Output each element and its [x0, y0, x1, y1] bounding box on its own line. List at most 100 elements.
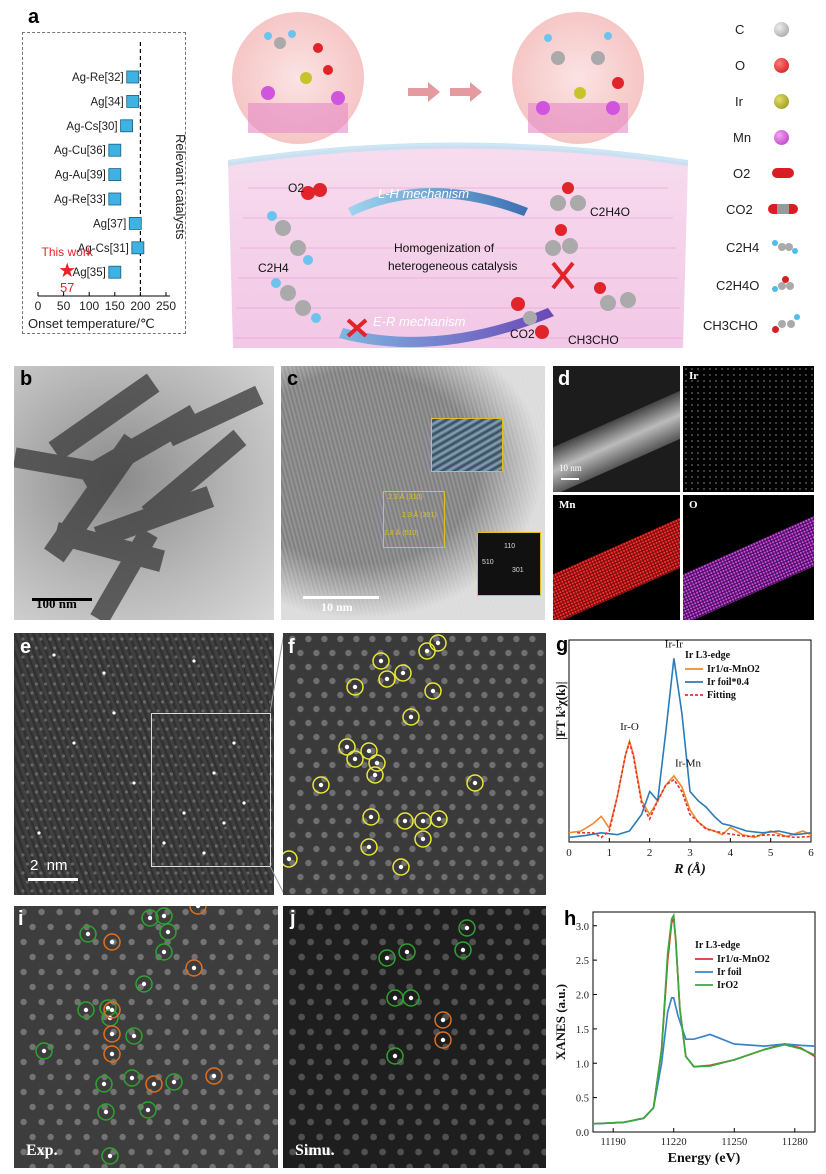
green-site-circle [402, 989, 420, 1007]
h-y-tick-label: 2.0 [576, 991, 589, 1002]
mechanism-schematic: L-H mechanism E-R mechanism Homogenizati… [228, 12, 688, 348]
co2-molecule [511, 297, 549, 339]
g-x-tick-label: 4 [728, 847, 734, 859]
panel-d-o-map: O [683, 495, 814, 620]
ch3cho-label: CH3CHO [568, 333, 619, 347]
h-x-tick-label: 11250 [721, 1137, 747, 1148]
green-site-circle [97, 1103, 115, 1121]
lh-arrow [348, 188, 528, 216]
h-legend-label: IrO2 [717, 980, 738, 991]
single-atom-circle [362, 808, 380, 826]
panel-c-hrtem-image: 2.3 Å (310) 2.3 Å (301) 1.8 Å (510) 110 … [281, 366, 545, 620]
orange-site-circle [205, 1067, 223, 1085]
legend-label-ch3cho: CH3CHO [703, 318, 758, 333]
panel-label-e: e [20, 636, 32, 658]
single-atom-circle [392, 858, 410, 876]
lh-label: L-H mechanism [378, 186, 469, 201]
h-legend-title: Ir L3-edge [695, 940, 741, 951]
panel-label-j: j [290, 908, 296, 930]
single-atom-circle [338, 738, 356, 756]
h-legend-label: Ir1/α-MnO2 [717, 954, 770, 965]
a-x-tick-label: 0 [35, 299, 42, 313]
h-y-tick-label: 0.5 [576, 1094, 589, 1105]
green-site-circle [458, 919, 476, 937]
lattice-label-3: 1.8 Å (510) [384, 530, 419, 537]
a-catalyst-label: Ag[37] [93, 218, 126, 230]
a-x-tick-label: 200 [130, 299, 150, 313]
single-atom-circle [466, 774, 484, 792]
fft-label-110: 110 [504, 543, 516, 550]
h-x-tick-label: 11280 [782, 1137, 808, 1148]
panel-c-scale: 10 nm [321, 600, 353, 614]
panel-a-frame [22, 32, 186, 334]
panel-label-c: c [287, 368, 299, 390]
g-x-axis-title: R (Å) [673, 861, 706, 877]
center-text-2: heterogeneous catalysis [388, 259, 517, 273]
single-atom-circle [360, 838, 378, 856]
h-frame [592, 911, 816, 1133]
green-site-circle [79, 925, 97, 943]
panel-label-i: i [18, 908, 24, 930]
a-catalyst-marker [108, 192, 122, 206]
a-catalyst-marker [126, 70, 140, 84]
a-catalyst-marker [131, 241, 145, 255]
mn-map-label: Mn [559, 499, 576, 511]
c2h4o-label: C2H4O [590, 205, 630, 219]
legend-swatch-ir [774, 94, 789, 109]
fft-label-301: 301 [512, 567, 524, 574]
co2-label: CO2 [510, 327, 535, 341]
fft-label-510: 510 [482, 559, 494, 566]
h-series-line-2 [592, 912, 816, 1125]
single-atom-circle [312, 776, 330, 794]
arrow-2 [450, 82, 482, 102]
green-site-circle [77, 1001, 95, 1019]
h-x-tick-label: 11220 [661, 1137, 687, 1148]
a-catalyst-label: Ag-Re[33] [54, 194, 106, 206]
a-catalyst-label: Ag[35] [73, 267, 106, 279]
er-arrow [339, 308, 554, 348]
lattice-label-1: 2.3 Å (310) [388, 494, 423, 501]
orange-site-circle [189, 906, 207, 915]
panel-d-scale: 10 nm [559, 463, 582, 473]
green-site-circle [159, 923, 177, 941]
g-x-tick-label: 5 [768, 847, 774, 859]
green-site-circle [95, 1075, 113, 1093]
legend-label-mn: Mn [733, 130, 752, 145]
orange-site-circle [434, 1011, 452, 1029]
panel-i-caption: Exp. [26, 1142, 58, 1159]
green-site-circle [125, 1027, 143, 1045]
a-catalyst-label: Ag-Au[39] [55, 170, 106, 182]
legend-label-o2: O2 [733, 166, 751, 181]
a-x-tick-label: 250 [156, 299, 176, 313]
c2h4-molecule-2 [271, 278, 321, 323]
panel-label-d: d [558, 368, 571, 390]
h-legend-label: Ir foil [717, 967, 742, 978]
panel-d-mn-map: Mn [553, 495, 680, 620]
single-atom-circle [366, 766, 384, 784]
green-site-circle [165, 1073, 183, 1091]
right-bubble-atoms [528, 32, 628, 133]
left-bubble-atoms [248, 30, 348, 133]
single-atom-circle [283, 850, 298, 868]
h-y-axis-title: XANES (a.u.) [553, 984, 568, 1060]
panel-j-simulated: Simu. [283, 906, 546, 1168]
legend-swatch-c2h4o [772, 276, 798, 292]
panel-label-g: g [556, 634, 569, 656]
center-text-1: Homogenization of [394, 241, 495, 255]
green-site-circle [398, 943, 416, 961]
a-catalyst-label: Ag-Cu[36] [54, 145, 106, 157]
panel-g-chart: 0 1 2 3 4 5 6 R (Å) |FT k³χ(k)| Ir-Ir Ir-O Ir-Mn Ir … [553, 638, 814, 877]
g-series-line-2 [577, 740, 812, 839]
panel-label-f: f [288, 636, 295, 658]
panel-label-b: b [20, 368, 33, 390]
a-catalyst-label: Ag[34] [90, 96, 123, 108]
single-atom-circle [424, 682, 442, 700]
a-catalyst-marker [128, 216, 142, 230]
orange-site-circle [145, 1075, 163, 1093]
g-legend-title: Ir L3-edge [685, 650, 731, 661]
orange-site-circle [103, 1025, 121, 1043]
single-atom-circle [394, 664, 412, 682]
h-y-tick-label: 2.5 [576, 956, 589, 967]
single-atom-circle [346, 750, 364, 768]
single-atom-circle [346, 678, 364, 696]
